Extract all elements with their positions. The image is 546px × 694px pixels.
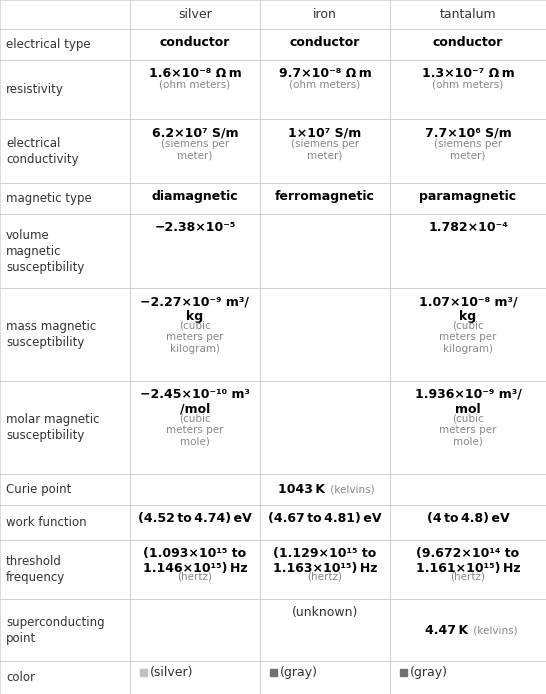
Text: iron: iron <box>313 8 337 21</box>
Bar <box>270 669 277 676</box>
Text: electrical type: electrical type <box>6 37 91 51</box>
Text: molar magnetic
susceptibility: molar magnetic susceptibility <box>6 413 99 442</box>
Text: 6.2×10⁷ S/m: 6.2×10⁷ S/m <box>152 126 238 139</box>
Text: silver: silver <box>178 8 212 21</box>
Text: (hertz): (hertz) <box>450 572 485 582</box>
Text: (cubic
meters per
mole): (cubic meters per mole) <box>166 413 224 446</box>
Text: (kelvins): (kelvins) <box>327 484 375 494</box>
Text: (4.67 to 4.81) eV: (4.67 to 4.81) eV <box>268 511 382 525</box>
Text: 1.3×10⁻⁷ Ω m: 1.3×10⁻⁷ Ω m <box>422 67 514 80</box>
Text: color: color <box>6 671 35 684</box>
Text: (cubic
meters per
mole): (cubic meters per mole) <box>439 413 497 446</box>
Text: (gray): (gray) <box>410 666 448 679</box>
Text: (siemens per
meter): (siemens per meter) <box>161 139 229 160</box>
Text: threshold
frequency: threshold frequency <box>6 555 66 584</box>
Text: paramagnetic: paramagnetic <box>419 190 517 203</box>
Text: 1×10⁷ S/m: 1×10⁷ S/m <box>288 126 361 139</box>
Text: (9.672×10¹⁴ to
1.161×10¹⁵) Hz: (9.672×10¹⁴ to 1.161×10¹⁵) Hz <box>416 547 520 575</box>
Text: diamagnetic: diamagnetic <box>152 190 238 203</box>
Text: (siemens per
meter): (siemens per meter) <box>434 139 502 160</box>
Text: volume
magnetic
susceptibility: volume magnetic susceptibility <box>6 229 85 273</box>
Text: −2.27×10⁻⁹ m³/
kg: −2.27×10⁻⁹ m³/ kg <box>140 296 250 323</box>
Text: 1.07×10⁻⁸ m³/
kg: 1.07×10⁻⁸ m³/ kg <box>419 296 517 323</box>
Text: resistivity: resistivity <box>6 83 64 96</box>
Text: 1.936×10⁻⁹ m³/
mol: 1.936×10⁻⁹ m³/ mol <box>414 388 521 416</box>
Text: conductor: conductor <box>290 36 360 49</box>
Text: (1.093×10¹⁵ to
1.146×10¹⁵) Hz: (1.093×10¹⁵ to 1.146×10¹⁵) Hz <box>143 547 247 575</box>
Text: (gray): (gray) <box>280 666 318 679</box>
Text: 1043 K: 1043 K <box>278 482 325 496</box>
Text: work function: work function <box>6 516 87 529</box>
Text: (ohm meters): (ohm meters) <box>159 79 230 90</box>
Text: conductor: conductor <box>433 36 503 49</box>
Text: (hertz): (hertz) <box>177 572 212 582</box>
Text: −2.45×10⁻¹⁰ m³
/mol: −2.45×10⁻¹⁰ m³ /mol <box>140 388 250 416</box>
Text: conductor: conductor <box>160 36 230 49</box>
Text: (1.129×10¹⁵ to
1.163×10¹⁵) Hz: (1.129×10¹⁵ to 1.163×10¹⁵) Hz <box>273 547 377 575</box>
Text: electrical
conductivity: electrical conductivity <box>6 137 79 166</box>
Text: 4.47 K: 4.47 K <box>425 624 468 636</box>
Text: superconducting
point: superconducting point <box>6 616 105 645</box>
Text: (silver): (silver) <box>150 666 193 679</box>
Text: magnetic type: magnetic type <box>6 192 92 205</box>
Text: (siemens per
meter): (siemens per meter) <box>291 139 359 160</box>
Bar <box>400 669 407 676</box>
Text: ferromagnetic: ferromagnetic <box>275 190 375 203</box>
Text: (ohm meters): (ohm meters) <box>289 79 360 90</box>
Text: tantalum: tantalum <box>440 8 496 21</box>
Text: (cubic
meters per
kilogram): (cubic meters per kilogram) <box>166 321 224 354</box>
Text: (cubic
meters per
kilogram): (cubic meters per kilogram) <box>439 321 497 354</box>
Text: (4.52 to 4.74) eV: (4.52 to 4.74) eV <box>138 511 252 525</box>
Text: Curie point: Curie point <box>6 482 72 496</box>
Text: (4 to 4.8) eV: (4 to 4.8) eV <box>426 511 509 525</box>
Text: −2.38×10⁻⁵: −2.38×10⁻⁵ <box>155 221 236 234</box>
Bar <box>140 669 147 676</box>
Text: (hertz): (hertz) <box>307 572 342 582</box>
Text: (unknown): (unknown) <box>292 607 358 619</box>
Text: 1.6×10⁻⁸ Ω m: 1.6×10⁻⁸ Ω m <box>149 67 241 80</box>
Text: 9.7×10⁻⁸ Ω m: 9.7×10⁻⁸ Ω m <box>278 67 371 80</box>
Text: 7.7×10⁶ S/m: 7.7×10⁶ S/m <box>425 126 512 139</box>
Text: (kelvins): (kelvins) <box>470 625 518 635</box>
Text: 1.782×10⁻⁴: 1.782×10⁻⁴ <box>428 221 508 234</box>
Text: (ohm meters): (ohm meters) <box>432 79 503 90</box>
Text: mass magnetic
susceptibility: mass magnetic susceptibility <box>6 320 96 349</box>
